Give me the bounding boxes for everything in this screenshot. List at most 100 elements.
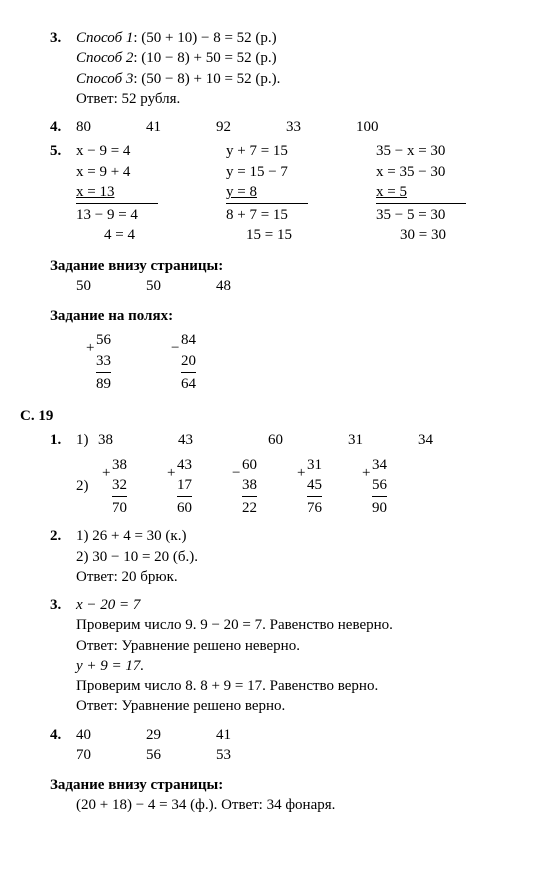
value: 50 [146,276,216,296]
answer-text: Ответ: 52 рубля. [76,89,526,109]
eq-line: 35 − x = 30 [376,141,466,161]
problem-content: 80 41 92 33 100 [76,117,526,137]
value: 60 [268,430,348,450]
eq-line: 4 = 4 [76,225,226,245]
answer-text: Ответ: 20 брюк. [76,567,526,587]
problem-2: 2. 1) 26 + 4 = 30 (к.) 2) 30 − 10 = 20 (… [50,526,526,587]
margin-stacks: + 56 33 89 − 84 20 64 [76,330,526,394]
value: 56 [146,745,216,765]
problem-content: Способ 1: (50 + 10) − 8 = 52 (р.) Способ… [76,28,526,109]
stack-result: 76 [307,498,322,518]
line: Ответ: Уравнение решено верно. [76,696,526,716]
stack-bottom: 33 [96,351,111,371]
stack-result: 60 [177,498,192,518]
sign: − [232,463,240,483]
problem-number: 3. [50,595,76,717]
addition-stack: + 56 33 89 [96,330,111,394]
problem-content: x − 20 = 7 Проверим число 9. 9 − 20 = 7.… [76,595,526,717]
eq-line: 35 − 5 = 30 [376,205,466,225]
method-expr: : (50 − 8) + 10 = 52 (р.). [133,71,280,87]
eq-line: x = 5 [376,182,466,202]
problem-content: 1) 26 + 4 = 30 (к.) 2) 30 − 10 = 20 (б.)… [76,526,526,587]
plus-sign: + [86,338,94,358]
problem-number: 4. [50,725,76,766]
problem-number: 1. [50,430,76,518]
line: 1) 26 + 4 = 30 (к.) [76,526,526,546]
stack-bottom: 56 [372,475,387,495]
equation-col: y + 7 = 15 y = 15 − 7 y = 8 8 + 7 = 15 1… [226,141,376,245]
sign: + [167,463,175,483]
problem-number: 4. [50,117,76,137]
value: 70 [76,745,146,765]
stack-top: 34 [372,455,387,475]
value: 34 [418,430,433,450]
stack-result: 89 [96,374,111,394]
stack-top: 31 [307,455,322,475]
value: 41 [216,725,231,745]
line: y + 9 = 17. [76,656,526,676]
value: 80 [76,117,146,137]
section-title: Задание на полях: [50,306,526,326]
eq-line: 30 = 30 [376,225,466,245]
problem-3: 3. Способ 1: (50 + 10) − 8 = 52 (р.) Спо… [50,28,526,109]
value: 31 [348,430,418,450]
method-label: Способ 1 [76,30,133,46]
value: 33 [286,117,356,137]
problem-content: 1) 38 43 60 31 34 2) + 38 32 70 + 43 17 [76,430,526,518]
sign: + [297,463,305,483]
minus-sign: − [171,338,179,358]
stack: + 31 45 76 [307,455,322,519]
problem-number: 3. [50,28,76,109]
method-label: Способ 3 [76,71,133,87]
eq-line: x = 13 [76,182,226,202]
problem-4b: 4. 40 29 41 70 56 53 [50,725,526,766]
subtraction-stack: − 84 20 64 [181,330,196,394]
eq-line: x − 9 = 4 [76,141,226,161]
value: 38 [98,430,178,450]
bottom-line: (20 + 18) − 4 = 34 (ф.). Ответ: 34 фонар… [76,795,526,815]
stack-top: 43 [177,455,192,475]
problem-3b: 3. x − 20 = 7 Проверим число 9. 9 − 20 =… [50,595,526,717]
stack-bottom: 45 [307,475,322,495]
problem-4: 4. 80 41 92 33 100 [50,117,526,137]
problem-number: 2. [50,526,76,587]
method-expr: : (10 − 8) + 50 = 52 (р.) [133,50,276,66]
eq-line: x = 35 − 30 [376,162,466,182]
value: 41 [146,117,216,137]
equation-col: x − 9 = 4 x = 9 + 4 x = 13 13 − 9 = 4 4 … [76,141,226,245]
problem-content: 40 29 41 70 56 53 [76,725,526,766]
stack: + 38 32 70 [112,455,127,519]
eq-line: x = 9 + 4 [76,162,226,182]
part-label: 1) [76,430,98,450]
stack: + 43 17 60 [177,455,192,519]
bottom-values: 50 50 48 [76,276,526,296]
eq-line: y + 7 = 15 [226,141,376,161]
eq-line: 8 + 7 = 15 [226,205,376,225]
problem-5: 5. x − 9 = 4 x = 9 + 4 x = 13 13 − 9 = 4… [50,141,526,245]
page-label: С. 19 [20,406,526,426]
stack-bottom: 32 [112,475,127,495]
stack-bottom: 20 [181,351,196,371]
stack-result: 22 [242,498,257,518]
stack-bottom: 17 [177,475,192,495]
stack-top: 60 [242,455,257,475]
problem-content: x − 9 = 4 x = 9 + 4 x = 13 13 − 9 = 4 4 … [76,141,526,245]
eq-line: 15 = 15 [226,225,376,245]
sign: + [102,463,110,483]
value: 43 [178,430,268,450]
line: Проверим число 8. 8 + 9 = 17. Равенство … [76,676,526,696]
method-expr: : (50 + 10) − 8 = 52 (р.) [133,30,276,46]
value: 48 [216,276,231,296]
line: x − 20 = 7 [76,595,526,615]
value: 40 [76,725,146,745]
stack: − 60 38 22 [242,455,257,519]
problem-1: 1. 1) 38 43 60 31 34 2) + 38 32 70 + [50,430,526,518]
value: 29 [146,725,216,745]
part-label: 2) [76,476,98,496]
equation-col: 35 − x = 30 x = 35 − 30 x = 5 35 − 5 = 3… [376,141,466,245]
value: 92 [216,117,286,137]
stack-top: 38 [112,455,127,475]
line: 2) 30 − 10 = 20 (б.). [76,547,526,567]
eq-line: y = 15 − 7 [226,162,376,182]
value: 53 [216,745,231,765]
